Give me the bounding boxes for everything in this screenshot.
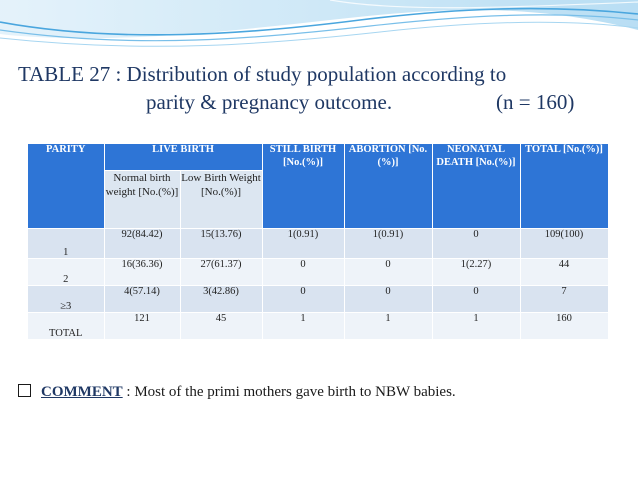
comment-line: COMMENT : Most of the primi mothers gave… <box>18 384 456 401</box>
sample-size-note: (n = 160) <box>496 90 575 114</box>
header-low-birth-weight: Low Birth Weight [No.(%)] <box>180 169 263 228</box>
cell-normal: 121 <box>104 311 181 339</box>
cell-neonatal: 0 <box>432 227 521 258</box>
cell-abortion: 1(0.91) <box>344 227 433 258</box>
cell-normal: 92(84.42) <box>104 227 181 258</box>
header-abortion: ABORTION [No.(%)] <box>344 144 433 228</box>
cell-parity: ≥3 <box>28 284 105 312</box>
cell-lbw: 27(61.37) <box>180 257 263 285</box>
table-row: ≥3 4(57.14) 3(42.86) 0 0 0 7 <box>28 284 609 312</box>
comment-label: COMMENT <box>41 384 123 400</box>
header-parity: PARITY <box>28 144 105 228</box>
page-subtitle: parity & pregnancy outcome. (n = 160) <box>146 90 574 115</box>
table-row: TOTAL 121 45 1 1 1 160 <box>28 311 609 339</box>
cell-parity: TOTAL <box>28 311 105 339</box>
cell-normal: 4(57.14) <box>104 284 181 312</box>
cell-abortion: 0 <box>344 257 433 285</box>
cell-lbw: 3(42.86) <box>180 284 263 312</box>
cell-total: 44 <box>520 257 609 285</box>
cell-neonatal: 0 <box>432 284 521 312</box>
header-still-birth: STILL BIRTH [No.(%)] <box>262 144 345 228</box>
cell-total: 160 <box>520 311 609 339</box>
cell-neonatal: 1 <box>432 311 521 339</box>
header-neonatal-death: NEONATAL DEATH [No.(%)] <box>432 144 521 228</box>
cell-abortion: 1 <box>344 311 433 339</box>
cell-still-birth: 0 <box>262 284 345 312</box>
page-title: TABLE 27 : Distribution of study populat… <box>18 62 507 86</box>
data-table: PARITY LIVE BIRTH STILL BIRTH [No.(%)] A… <box>28 144 609 339</box>
cell-abortion: 0 <box>344 284 433 312</box>
comment-text: : Most of the primi mothers gave birth t… <box>122 384 456 400</box>
header-total: TOTAL [No.(%)] <box>520 144 609 228</box>
table-row: 2 16(36.36) 27(61.37) 0 0 1(2.27) 44 <box>28 257 609 285</box>
cell-parity: 2 <box>28 257 105 285</box>
cell-still-birth: 1 <box>262 311 345 339</box>
checkbox-bullet-icon <box>18 384 31 397</box>
cell-parity: 1 <box>28 227 105 258</box>
header-live-birth: LIVE BIRTH <box>104 144 263 170</box>
cell-total: 109(100) <box>520 227 609 258</box>
table-row: 1 92(84.42) 15(13.76) 1(0.91) 1(0.91) 0 … <box>28 227 609 258</box>
cell-lbw: 15(13.76) <box>180 227 263 258</box>
subtitle-text: parity & pregnancy outcome. <box>146 90 393 114</box>
cell-total: 7 <box>520 284 609 312</box>
cell-normal: 16(36.36) <box>104 257 181 285</box>
cell-still-birth: 1(0.91) <box>262 227 345 258</box>
cell-neonatal: 1(2.27) <box>432 257 521 285</box>
cell-still-birth: 0 <box>262 257 345 285</box>
wave-decoration <box>0 0 638 47</box>
header-normal-birth-weight: Normal birth weight [No.(%)] <box>104 169 181 228</box>
cell-lbw: 45 <box>180 311 263 339</box>
